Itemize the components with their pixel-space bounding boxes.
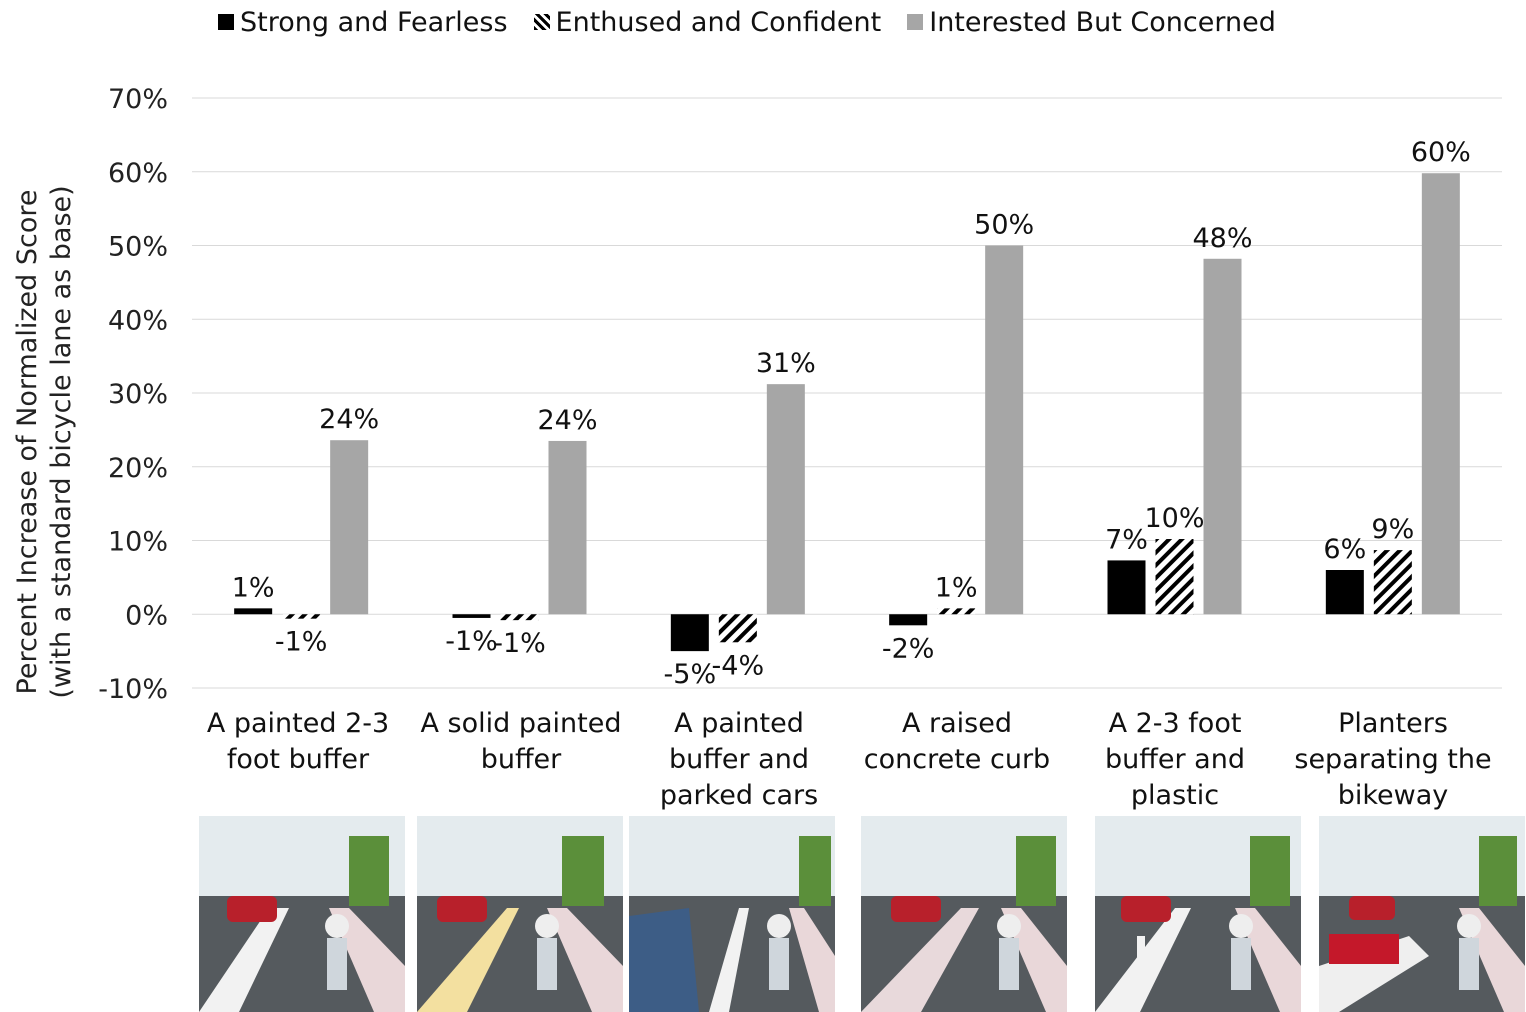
category-label-line: foot buffer <box>226 744 370 775</box>
y-tick-label: 10% <box>108 527 168 558</box>
thumbnail-solid-buffer <box>417 816 623 1012</box>
bar <box>1421 173 1460 615</box>
category-label: A painted buffer and parked cars <box>629 706 849 814</box>
thumbnail-raised-curb <box>861 816 1067 1012</box>
bar <box>234 608 273 615</box>
category-label-line: separating the <box>1294 744 1492 775</box>
data-label: 7% <box>1105 524 1148 555</box>
data-label: -1% <box>493 628 546 659</box>
bar <box>282 614 321 619</box>
bar <box>1203 258 1242 615</box>
y-tick-label: 20% <box>108 453 168 484</box>
thumbnail-parked-cars <box>629 816 835 1012</box>
bar <box>1107 560 1146 615</box>
thumbnail-painted-buffer <box>199 816 405 1012</box>
data-label: 6% <box>1323 534 1366 565</box>
bar <box>500 614 539 621</box>
legend-label: Enthused and Confident <box>555 6 882 38</box>
category-label-line: buffer and <box>669 744 809 775</box>
category-label-line: bikeway <box>1337 780 1449 811</box>
gridlines <box>192 97 1502 689</box>
bars <box>234 173 1460 652</box>
bar <box>766 384 805 615</box>
category-label-line: A raised <box>901 708 1013 739</box>
category-label-line: plastic <box>1130 780 1220 811</box>
data-label: 48% <box>1192 223 1252 254</box>
category-label: A 2-3 foot buffer and plastic <box>1065 706 1285 814</box>
category-label-line: Planters <box>1338 708 1448 739</box>
legend-swatch-gray <box>907 14 924 30</box>
data-label: -5% <box>664 659 717 690</box>
category-label: Planters separating the bikeway <box>1283 706 1503 814</box>
category-label-line: A 2-3 foot <box>1108 708 1242 739</box>
legend-item-enthused: Enthused and Confident <box>533 6 882 38</box>
legend-swatch-solid <box>218 14 234 30</box>
data-label: -1% <box>275 627 328 658</box>
bar <box>1325 570 1364 615</box>
category-label: A painted 2-3 foot buffer <box>188 706 408 778</box>
legend-label: Interested But Concerned <box>929 6 1276 38</box>
data-labels: 1%-1%24%-1%-1%24%-5%-4%31%-2%1%50%7%10%4… <box>232 137 1471 690</box>
data-label: 10% <box>1144 503 1204 534</box>
y-tick-label: 70% <box>108 84 168 115</box>
y-axis-sublabel: (with a standard bicycle lane as base) <box>46 185 77 698</box>
category-label-line: buffer and <box>1105 744 1245 775</box>
data-label: 1% <box>232 572 275 603</box>
bar <box>330 440 369 615</box>
category-label-line: A painted 2-3 <box>206 708 390 739</box>
legend: Strong and Fearless Enthused and Confide… <box>218 4 1302 40</box>
y-tick-label: 60% <box>108 158 168 189</box>
bar <box>452 614 491 618</box>
thumbnail-planters <box>1319 816 1525 1012</box>
data-label: 50% <box>974 210 1034 241</box>
category-label-line: A solid painted <box>420 708 622 739</box>
y-tick-label: -10% <box>98 674 168 705</box>
data-label: -4% <box>712 650 765 681</box>
y-tick-label: 50% <box>108 232 168 263</box>
bar <box>937 608 976 615</box>
data-label: 24% <box>537 405 597 436</box>
legend-swatch-hatched <box>533 14 550 30</box>
category-label: A solid painted buffer <box>411 706 631 778</box>
bar <box>670 614 709 652</box>
category-label: A raised concrete curb <box>847 706 1067 778</box>
legend-item-interested: Interested But Concerned <box>907 7 1276 38</box>
legend-label: Strong and Fearless <box>240 6 508 38</box>
thumbnail-plastic-posts <box>1095 816 1301 1012</box>
category-label-line: parked cars <box>659 780 819 811</box>
y-tick-label: 0% <box>125 600 168 631</box>
bar <box>985 245 1024 615</box>
data-label: -2% <box>882 633 935 664</box>
bar <box>718 614 757 643</box>
data-label: 31% <box>756 348 816 379</box>
data-label: -1% <box>445 626 498 657</box>
y-tick-label: 40% <box>108 305 168 336</box>
legend-item-strong: Strong and Fearless <box>218 7 508 38</box>
bar <box>1155 539 1194 615</box>
y-tick-label: 30% <box>108 379 168 410</box>
category-label-line: buffer <box>480 744 562 775</box>
bar <box>548 440 587 615</box>
data-label: 24% <box>319 404 379 435</box>
data-label: 9% <box>1371 514 1414 545</box>
y-axis-ticks: -10% 0% 10% 20% 30% 40% 50% 60% 70% <box>98 84 168 705</box>
category-label-line: A painted <box>674 708 804 739</box>
y-axis-label: Percent Increase of Normalized Score <box>12 190 43 695</box>
bar <box>1373 550 1412 615</box>
data-label: 60% <box>1411 137 1471 168</box>
data-label: 1% <box>935 572 978 603</box>
bar <box>889 614 928 626</box>
category-label-line: concrete curb <box>863 744 1051 775</box>
